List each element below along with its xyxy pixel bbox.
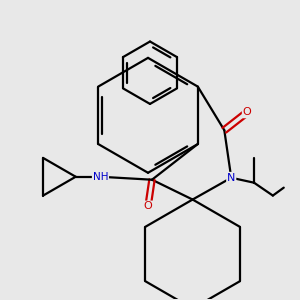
Text: O: O <box>243 107 251 117</box>
Text: NH: NH <box>93 172 108 182</box>
Text: O: O <box>144 202 152 212</box>
Text: N: N <box>227 173 236 183</box>
